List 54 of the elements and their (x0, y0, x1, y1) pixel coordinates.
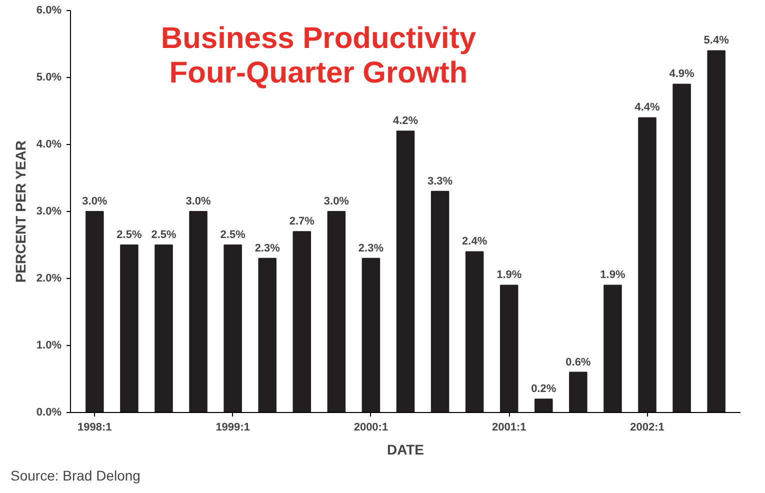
y-tick-label: 4.0% (36, 138, 62, 150)
x-tick-label: 2000:1 (354, 422, 388, 434)
data-label: 3.0% (186, 196, 212, 208)
data-label: 0.6% (566, 356, 591, 368)
y-tick-label: 0.0% (36, 406, 62, 418)
data-label: 1.9% (496, 269, 522, 282)
bar (154, 244, 173, 412)
x-axis-title: DATE (386, 442, 424, 458)
data-label: 4.2% (392, 115, 418, 128)
bar (189, 211, 208, 412)
data-label: 2.3% (254, 242, 280, 254)
bar (500, 284, 518, 412)
bar (465, 251, 484, 412)
y-tick-label: 1.0% (36, 340, 62, 352)
data-label: 4.4% (634, 102, 660, 114)
data-label: 0.2% (531, 383, 556, 396)
source-note: Source: Brad Delong (10, 468, 140, 484)
x-tick-label: 2001:1 (492, 422, 526, 434)
x-tick-label: 2002:1 (630, 422, 664, 434)
data-label: 2.7% (289, 216, 315, 228)
bar (396, 130, 415, 412)
data-label: 1.9% (600, 269, 626, 282)
data-label: 3.3% (428, 175, 453, 188)
data-label: 2.3% (358, 242, 384, 254)
bar (604, 284, 622, 412)
bar (327, 211, 346, 412)
data-label: 2.5% (151, 229, 177, 241)
y-tick-label: 6.0% (36, 4, 62, 16)
bar (569, 372, 588, 412)
y-tick-label: 3.0% (36, 206, 62, 218)
bar (534, 398, 553, 412)
x-tick-label: 1998:1 (78, 422, 112, 434)
data-label: 2.5% (220, 229, 246, 241)
data-label: 3.0% (324, 196, 350, 208)
y-tick-label: 2.0% (36, 272, 62, 284)
bar (86, 211, 104, 412)
data-label: 5.4% (704, 34, 730, 47)
bar (430, 190, 450, 412)
y-tick-label: 5.0% (36, 72, 62, 84)
x-tick-label: 1999:1 (216, 422, 250, 434)
data-label: 3.0% (82, 196, 108, 208)
bar (672, 84, 691, 412)
data-label: 2.5% (116, 229, 142, 241)
y-axis-title: PERCENT PER YEAR (12, 140, 28, 283)
bar (638, 117, 656, 412)
text: Business Productivity Four-Quarter Growth (160, 22, 476, 90)
data-label: 2.4% (462, 236, 488, 248)
bar (258, 258, 276, 412)
bar (362, 258, 380, 412)
bar (120, 244, 138, 412)
data-label: 4.9% (669, 68, 695, 80)
bar (292, 231, 312, 412)
bar (224, 244, 242, 412)
bar (707, 50, 726, 412)
